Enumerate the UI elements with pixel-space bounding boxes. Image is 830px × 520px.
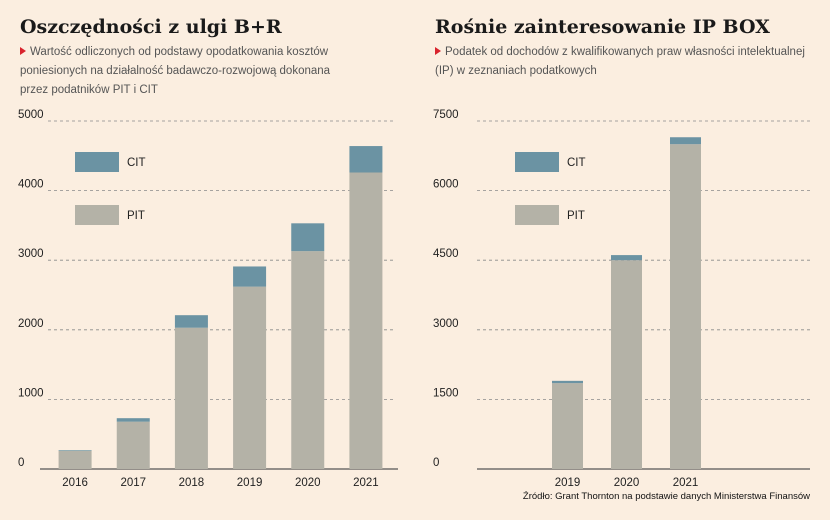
x-tick-label: 2019: [555, 477, 581, 489]
bar-cit-2021: [349, 146, 383, 173]
y-tick-label: 4500: [433, 248, 459, 260]
bar-pit-2017: [116, 421, 150, 469]
y-tick-label: 5000: [18, 109, 44, 121]
chart-subtitle: Podatek od dochodów z kwalifikowanych pr…: [435, 43, 825, 81]
bar-cit-2016: [58, 450, 92, 451]
chart-title: Rośnie zainteresowanie IP BOX: [435, 16, 770, 38]
bar-cit-2018: [174, 315, 208, 328]
x-tick-label: 2020: [614, 477, 640, 489]
y-tick-label: 6000: [433, 179, 459, 191]
bar-pit-2021: [349, 172, 383, 469]
bar-pit-2020: [611, 260, 642, 469]
bar-pit-2021: [670, 144, 701, 469]
y-tick-label: 0: [433, 457, 439, 469]
red-triangle-icon: [20, 47, 26, 55]
bar-cit-2017: [116, 418, 150, 422]
y-tick-label: 1500: [433, 387, 459, 399]
chart-panel-b-r: Oszczędności z ulgi B+R Wartość odliczon…: [18, 16, 398, 489]
y-tick-label: 3000: [433, 318, 459, 330]
source-note: Źródło: Grant Thornton na podstawie dany…: [522, 491, 810, 502]
y-tick-label: 1000: [18, 387, 44, 399]
bar-pit-2016: [58, 450, 92, 469]
chart-panel-ip-box: Rośnie zainteresowanie IP BOX Podatek od…: [415, 0, 830, 520]
y-tick-label: 2000: [18, 318, 44, 330]
legend-swatch-cit: [75, 152, 119, 172]
x-tick-label: 2020: [295, 477, 321, 489]
x-tick-label: 2017: [120, 477, 146, 489]
legend-label-cit: CIT: [567, 157, 586, 169]
bar-chart-ip-box: 0 1500 3000 4500 6000 7500 2019 2020 2021 CIT PIT: [433, 109, 810, 489]
x-tick-label: 2021: [353, 477, 379, 489]
x-tick-label: 2016: [62, 477, 88, 489]
bar-cit-2019: [552, 380, 583, 384]
bar-pit-2019: [552, 383, 583, 469]
y-tick-label: 7500: [433, 109, 459, 121]
bar-cit-2019: [233, 266, 267, 287]
legend-label-pit: PIT: [567, 210, 585, 222]
bar-chart-b-r: 0 1000 2000 3000 4000 5000 2016 2017 2018 2019 202…: [18, 109, 398, 489]
legend-swatch-pit: [75, 205, 119, 225]
legend-swatch-cit: [515, 152, 559, 172]
x-tick-label: 2018: [179, 477, 205, 489]
y-tick-label: 3000: [18, 248, 44, 260]
bar-cit-2020: [611, 255, 642, 261]
y-tick-label: 4000: [18, 179, 44, 191]
x-tick-label: 2019: [237, 477, 263, 489]
bar-cit-2020: [291, 223, 325, 252]
bar-pit-2020: [291, 251, 325, 469]
x-tick-label: 2021: [673, 477, 699, 489]
chart-subtitle-text: Wartość odliczonych od podstawy opodatko…: [20, 46, 331, 96]
legend-swatch-pit: [515, 205, 559, 225]
legend-label-pit: PIT: [127, 210, 145, 222]
chart-title: Oszczędności z ulgi B+R: [20, 16, 282, 38]
bar-pit-2018: [174, 327, 208, 469]
chart-subtitle-text: Podatek od dochodów z kwalifikowanych pr…: [435, 46, 805, 77]
legend-label-cit: CIT: [127, 157, 146, 169]
y-tick-label: 0: [18, 457, 24, 469]
bar-pit-2019: [233, 286, 267, 469]
bar-cit-2021: [670, 137, 701, 145]
chart-subtitle: Wartość odliczonych od podstawy opodatko…: [20, 43, 350, 100]
red-triangle-icon: [435, 47, 441, 55]
